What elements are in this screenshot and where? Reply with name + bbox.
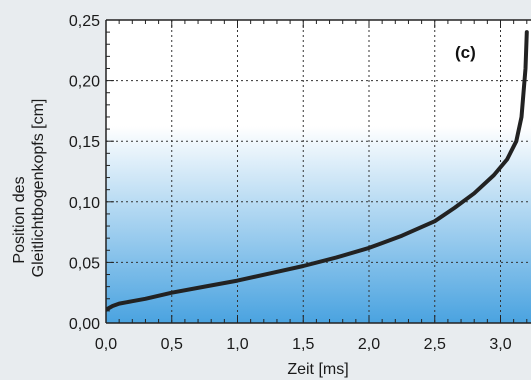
y-tick-label: 0,25 (69, 13, 100, 30)
x-tick-label: 0,0 (95, 336, 117, 353)
y-tick-label: 0,20 (69, 74, 100, 91)
y-axis-label-line2: Gleitlichtbogenkopfs [cm] (30, 99, 47, 278)
x-tick-label: 0,5 (161, 336, 183, 353)
axes (105, 19, 531, 324)
x-tick-label: 1,0 (226, 336, 248, 353)
y-tick-label: 0,05 (69, 255, 100, 272)
y-tick-label: 0,00 (69, 316, 100, 333)
x-tick-label: 3,0 (489, 336, 511, 353)
x-axis-label: Zeit [ms] (287, 361, 348, 378)
series-layer (106, 30, 529, 312)
x-tick-label: 1,5 (292, 336, 314, 353)
x-tick-label: 2,5 (424, 336, 446, 353)
x-tick-label: 2,0 (358, 336, 380, 353)
series-line (106, 30, 529, 312)
panel-label: (c) (455, 43, 476, 62)
plot-area (106, 20, 531, 323)
y-axis-label-line1: Position des (11, 176, 28, 263)
y-tick-label: 0,15 (69, 134, 100, 151)
y-tick-label: 0,10 (69, 195, 100, 212)
tick-labels: 0,0 0,5 1,0 1,5 2,0 2,5 3,0 0,00 0,05 0,10 0,15 0,2… (69, 13, 512, 353)
